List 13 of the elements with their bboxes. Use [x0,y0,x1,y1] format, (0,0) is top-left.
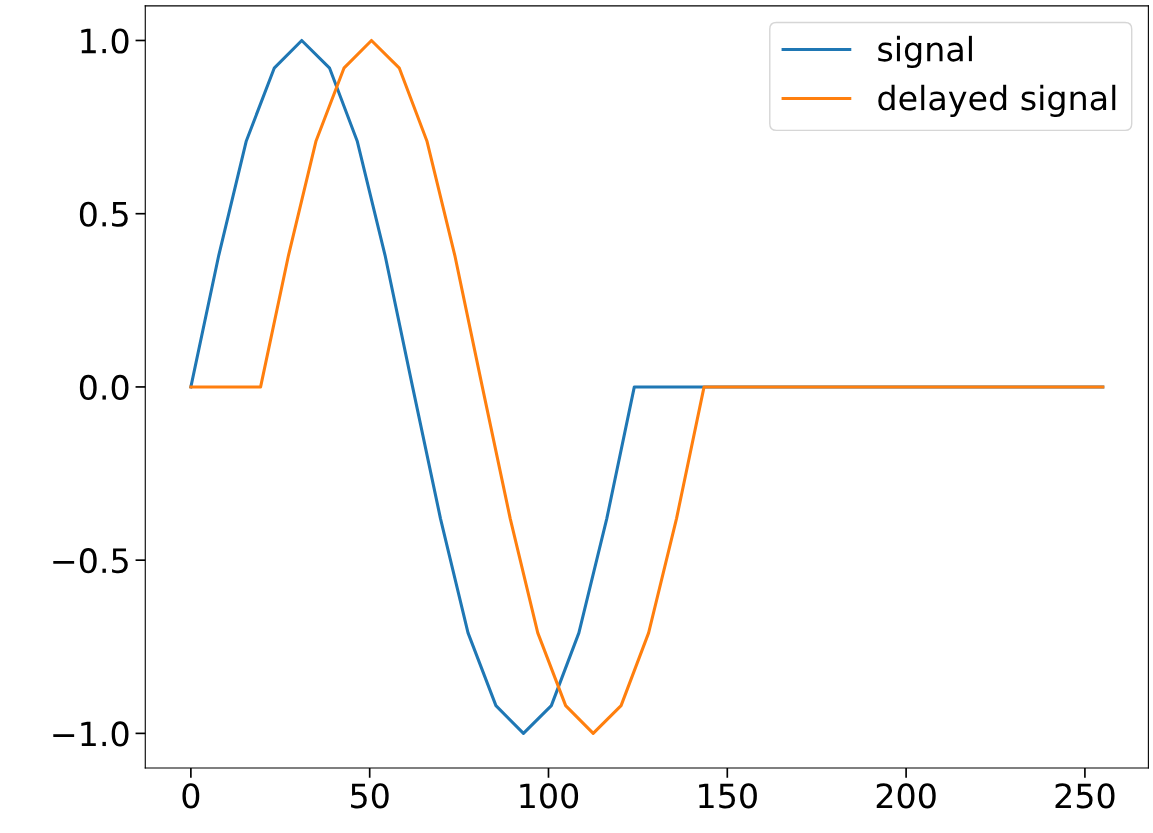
x-tick-label: 250 [1055,783,1115,809]
x-tick-label: 0 [182,783,200,809]
y-tick-label: 1.0 [81,28,129,54]
x-tick-label: 100 [520,783,579,809]
y-tick-label: −1.0 [53,721,129,747]
y-tick-label: 0.5 [79,201,128,227]
x-tick-label: 200 [876,783,936,809]
legend-label: signal [878,35,972,69]
x-tick-label: 150 [699,783,757,809]
legend-label: delayed signal [878,84,1116,118]
x-tick-label: 50 [351,783,389,809]
y-tick-label: 0.0 [79,374,129,401]
y-tick-label: −0.5 [53,548,128,574]
